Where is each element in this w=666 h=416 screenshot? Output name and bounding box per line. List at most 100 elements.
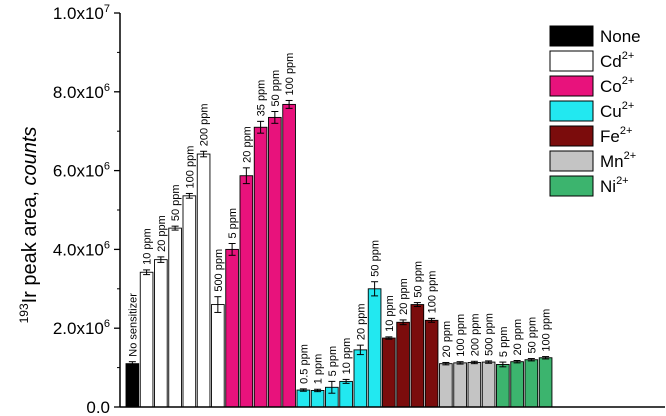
bar-value-label: No sensitizer (127, 293, 139, 357)
legend-item: Cd2+ (549, 50, 634, 72)
bar-group: 20 ppm (239, 126, 254, 408)
bar (310, 390, 325, 408)
bar-group: 20 ppm (353, 303, 367, 408)
bar (496, 363, 510, 408)
y-tick-label: 0.0 (86, 398, 110, 416)
bar (168, 227, 182, 408)
axis-lines (119, 13, 665, 408)
legend-item: Fe2+ (549, 125, 632, 147)
bar-group: 20 ppm (396, 278, 410, 408)
bar-value-label: 5 ppm (227, 208, 239, 239)
y-tick-label: 4.0x106 (53, 239, 110, 259)
legend-label: Cd2+ (600, 50, 634, 71)
legend-item: Co2+ (549, 75, 634, 97)
bar (125, 363, 140, 408)
bar-group: 0.5 ppm (296, 344, 311, 408)
bar-group: 20 ppm (154, 215, 168, 408)
y-axis-label-italic: counts (19, 127, 41, 186)
bar-group: 20 ppm (510, 319, 524, 408)
bar-group: 10 ppm (382, 295, 396, 408)
legend-label: Co2+ (600, 75, 634, 96)
bar-group: 10 ppm (139, 228, 154, 408)
bar-group: 500 ppm (211, 249, 225, 408)
bar (396, 321, 410, 408)
bar (439, 363, 453, 408)
bar (524, 359, 539, 408)
legend-swatch (549, 100, 594, 122)
bar-value-label: 20 ppm (441, 321, 453, 358)
bar (538, 357, 553, 408)
bar-group: 100 ppm (424, 271, 439, 408)
bar (196, 153, 211, 408)
bar (139, 271, 154, 408)
bar-value-label: 20 ppm (398, 278, 410, 315)
bar-group: 50 ppm (410, 261, 425, 408)
bar (424, 319, 439, 408)
bar-group: 50 ppm (168, 184, 182, 408)
bar-value-label: 10 ppm (341, 338, 353, 375)
bar-group: 50 ppm (268, 70, 282, 408)
legend-item: Ni2+ (549, 175, 629, 197)
bar (410, 304, 425, 408)
bar-group: 5 ppm (225, 208, 239, 408)
bar-value-label: 50 ppm (526, 317, 538, 354)
bar-value-label: 500 ppm (213, 249, 225, 292)
legend-swatch (549, 25, 594, 47)
bar-value-label: 50 ppm (412, 261, 424, 298)
legend-item: Mn2+ (549, 150, 636, 172)
bar (239, 175, 254, 408)
bar (253, 126, 268, 408)
bar-group: 1 ppm (310, 354, 325, 408)
legend-item: Cu2+ (549, 100, 634, 122)
bar-value-label: 0.5 ppm (298, 344, 310, 384)
y-tick-label: 8.0x106 (53, 82, 110, 102)
legend: None Cd2+ Co2+ Cu2+ Fe2+ Mn2+ Ni2+ (549, 25, 641, 197)
bar-value-label: 20 ppm (512, 319, 524, 356)
legend-label: None (600, 27, 641, 46)
bar-group: No sensitizer (125, 293, 140, 408)
legend-label: Mn2+ (600, 150, 636, 171)
bar (339, 380, 353, 408)
bar-group: 200 ppm (196, 103, 211, 408)
bar-value-label: 10 ppm (384, 295, 396, 332)
legend-label: Ni2+ (600, 175, 629, 196)
bar-value-label: 20 ppm (156, 215, 168, 252)
legend-swatch (549, 50, 594, 72)
legend-swatch (549, 150, 594, 172)
y-tick-label: 2.0x106 (53, 318, 110, 338)
bar-value-label: 20 ppm (355, 303, 367, 340)
bar-group: 5 ppm (325, 346, 339, 408)
bar-group: 100 ppm (182, 146, 197, 408)
bar-value-label: 100 ppm (284, 53, 296, 96)
bar (282, 103, 296, 408)
legend-label: Cu2+ (600, 100, 634, 121)
bar (225, 248, 239, 408)
bar (382, 337, 396, 408)
bar-value-label: 500 ppm (484, 313, 496, 356)
bar-value-label: 50 ppm (370, 240, 382, 277)
bar (296, 389, 311, 408)
bar (268, 116, 282, 408)
bar-group: 50 ppm (367, 240, 382, 408)
bar-value-label: 100 ppm (541, 309, 553, 352)
legend-swatch (549, 75, 594, 97)
bar-group: 5 ppm (496, 327, 510, 408)
bar (467, 362, 482, 408)
bar-value-label: 100 ppm (184, 146, 196, 189)
bar-value-label: 100 ppm (455, 314, 467, 357)
bar-group: 100 ppm (453, 314, 467, 408)
bar-value-label: 10 ppm (142, 228, 154, 265)
bar-value-label: 50 ppm (170, 184, 182, 221)
bar-value-label: 100 ppm (427, 271, 439, 314)
bar (367, 288, 382, 408)
y-axis-label: 193Ir peak area, counts (17, 127, 41, 324)
bar (182, 195, 197, 408)
bar-value-label: 1 ppm (313, 354, 325, 385)
bar-group: 20 ppm (439, 321, 453, 408)
bar (510, 361, 524, 408)
bar-group: 500 ppm (481, 313, 496, 408)
y-axis-label-main: Ir peak area, (19, 186, 41, 304)
legend-swatch (549, 125, 594, 147)
